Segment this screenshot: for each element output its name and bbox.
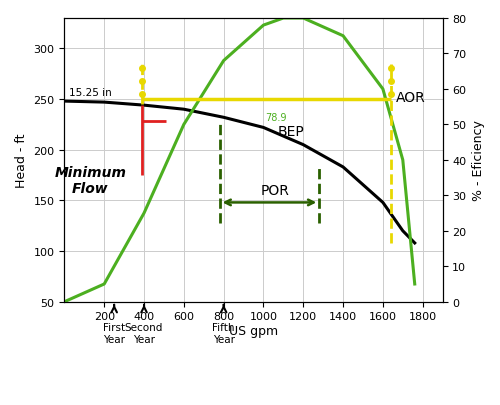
X-axis label: US gpm: US gpm — [229, 324, 278, 337]
Text: First
Year: First Year — [103, 322, 125, 344]
Text: Fifth
Year: Fifth Year — [212, 322, 235, 344]
Text: Second
Year: Second Year — [125, 322, 163, 344]
Text: 78.9: 78.9 — [266, 113, 287, 123]
Text: BEP: BEP — [278, 125, 304, 139]
Text: POR: POR — [261, 184, 290, 198]
Y-axis label: Head - ft: Head - ft — [15, 133, 28, 188]
Text: 15.25 in: 15.25 in — [69, 88, 112, 98]
Text: Minimum
Flow: Minimum Flow — [54, 166, 127, 196]
Text: AOR: AOR — [396, 91, 426, 105]
Y-axis label: % - Eficiency: % - Eficiency — [472, 120, 485, 201]
